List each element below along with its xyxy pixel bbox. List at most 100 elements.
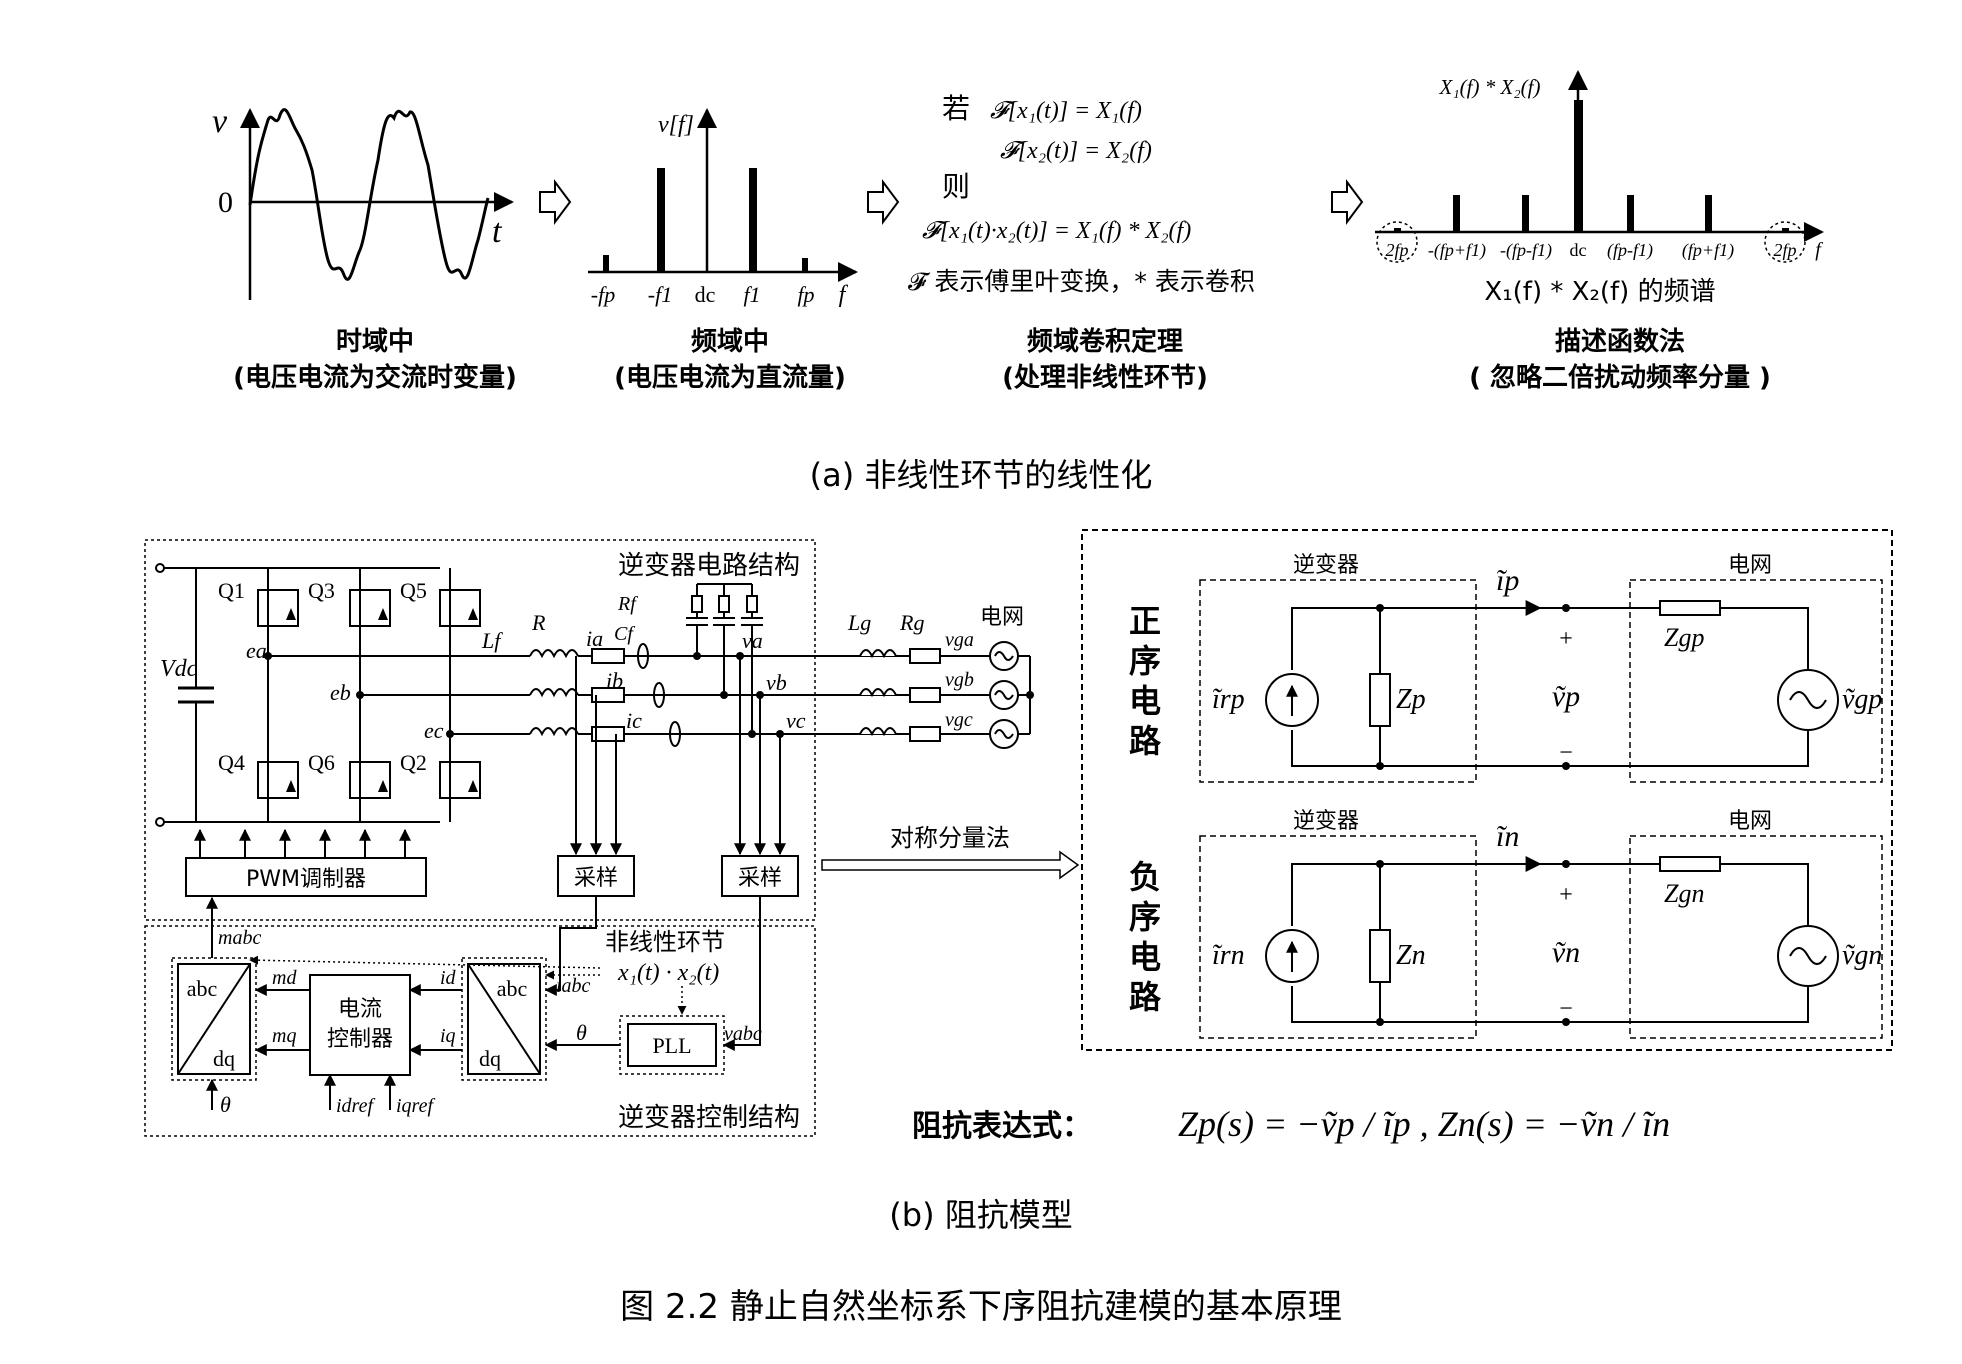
bar-neg-2fp <box>1394 228 1401 232</box>
dq-label-left: dq <box>213 1046 235 1071</box>
tick-fp-plus-f1: (fp+f1) <box>1682 240 1734 261</box>
spectrum-product-label: X₁(f) * X₂(f) <box>1439 75 1541 99</box>
vgb-label: vgb <box>945 669 974 691</box>
negative-label-3: 电 <box>1129 938 1161 976</box>
dc-link <box>155 563 440 827</box>
switch-q4: Q4 <box>218 750 245 775</box>
time-domain-title: 时域中 <box>336 327 414 357</box>
positive-circuit <box>1265 600 1839 767</box>
dq-label-right: dq <box>479 1046 501 1071</box>
figure-caption: 图 2.2 静止自然坐标系下序阻抗建模的基本原理 <box>620 1287 1342 1327</box>
tick-fp-minus-f1: (fp-f1) <box>1607 240 1653 261</box>
positive-label-4: 路 <box>1129 722 1162 760</box>
pos-minus: − <box>1559 740 1573 766</box>
neg-grid-impedance-label: Zgn <box>1664 879 1704 908</box>
freq-domain-subtitle: (电压电流为直流量) <box>614 363 846 393</box>
tick-f: f <box>839 282 849 308</box>
conv-title: 频域卷积定理 <box>1027 326 1183 357</box>
cf-label: Cf <box>614 623 635 645</box>
bar-neg-f1 <box>657 168 665 272</box>
iqref-label: iqref <box>396 1095 435 1117</box>
neg-voltage-label: ṽn <box>1552 936 1580 969</box>
pos-grid-impedance-label: Zgp <box>1664 623 1704 652</box>
v-axis-label: v <box>212 103 228 140</box>
neg-current-label: ĩn <box>1496 820 1519 853</box>
bar-neg-fp <box>603 255 609 272</box>
negative-circuit <box>1265 856 1839 1023</box>
tick-f-2: f <box>1815 239 1823 261</box>
neg-inverter-label: 逆变器 <box>1293 809 1359 834</box>
positive-label-2: 序 <box>1129 642 1161 680</box>
describe-subtitle: ( 忽略二倍扰动频率分量 ) <box>1469 362 1771 393</box>
wire-junctions <box>264 652 1034 738</box>
switch-q6: Q6 <box>308 750 335 775</box>
pos-source-label: ĩrp <box>1212 684 1245 715</box>
hollow-arrow-1 <box>539 179 572 225</box>
distorted-waveform <box>248 108 490 281</box>
sampler-2-label: 采样 <box>738 866 782 891</box>
pll-label: PLL <box>652 1033 691 1058</box>
ec-label: ec <box>424 718 444 743</box>
rg-label: Rg <box>899 610 924 635</box>
negative-label-4: 路 <box>1129 978 1162 1016</box>
neg-inverter-box <box>1199 835 1477 1039</box>
pos-grid-box <box>1629 579 1883 783</box>
spectrum-caption: X₁(f) * X₂(f) 的频谱 <box>1484 277 1715 307</box>
ib-label: ib <box>606 668 623 693</box>
bar-fp-minus-f1 <box>1627 195 1634 232</box>
impedance-expression-label: 阻抗表达式： <box>912 1109 1092 1144</box>
bar-neg-fp-minus-f1 <box>1522 195 1529 232</box>
lg-label: Lg <box>847 610 871 635</box>
convolution-theorem: 若 𝓕[x₁(t)] = X₁(f) 𝓕[x₂(t)] = X₂(f) 则 𝓕[… <box>908 92 1255 296</box>
zero-label: 0 <box>218 186 233 219</box>
va-label: va <box>742 628 763 653</box>
abc-label-left: abc <box>187 976 218 1001</box>
ic-label: ic <box>626 708 642 733</box>
r-label: R <box>531 610 546 635</box>
neg-junctions <box>1376 860 1570 1026</box>
md-label: md <box>272 967 297 989</box>
pos-grid-label: 电网 <box>1728 553 1772 578</box>
equation-1: 𝓕[x₁(t)] = X₁(f) <box>990 98 1142 124</box>
sampler-1-label: 采样 <box>574 866 618 891</box>
describing-function-spectrum: X₁(f) * X₂(f) 2fp -(fp+f1) -(fp-f1) dc (… <box>1375 70 1824 307</box>
vga-label: vga <box>945 629 974 651</box>
current-controller-line1: 电流 <box>338 997 382 1022</box>
lf-label: Lf <box>481 628 503 653</box>
theta-label-left: θ <box>220 1092 231 1117</box>
pwm-label: PWM调制器 <box>246 867 366 892</box>
nonlinear-label: 非线性环节 <box>605 928 725 956</box>
equation-2: 𝓕[x₂(t)] = X₂(f) <box>1000 138 1152 164</box>
control-blocks <box>171 896 761 1110</box>
iabc-label: iabc <box>556 975 591 997</box>
idref-label: idref <box>336 1095 375 1117</box>
tick-neg-f1: -f1 <box>648 282 672 307</box>
inverter-control-label: 逆变器控制结构 <box>618 1103 800 1133</box>
pos-inverter-label: 逆变器 <box>1293 553 1359 578</box>
if-label: 若 <box>942 92 970 125</box>
switch-q5: Q5 <box>400 578 427 603</box>
conv-subtitle: (处理非线性环节) <box>1002 363 1208 393</box>
tick-neg-2fp: 2fp <box>1385 240 1408 260</box>
switch-legs <box>257 568 520 822</box>
pos-junctions <box>1376 604 1570 770</box>
pos-grid-voltage-label: ṽgp <box>1842 684 1882 715</box>
freq-domain-title: 频域中 <box>691 327 769 357</box>
eb-label: eb <box>330 680 351 705</box>
tick-dc-2: dc <box>1570 240 1587 260</box>
rf-label: Rf <box>617 593 638 615</box>
mq-label: mq <box>272 1025 296 1047</box>
neg-grid-voltage-label: ṽgn <box>1842 940 1882 971</box>
switch-diodes <box>286 608 478 792</box>
vb-label: vb <box>766 670 787 695</box>
pos-plus: + <box>1559 626 1573 652</box>
bar-fp-plus-f1 <box>1705 195 1712 232</box>
bar-fp <box>802 258 808 272</box>
symmetric-component-label: 对称分量法 <box>890 824 1010 852</box>
hollow-arrow-3 <box>1331 179 1364 225</box>
negative-label-1: 负 <box>1129 858 1161 896</box>
tick-f1: f1 <box>743 282 760 307</box>
pos-impedance-label: Zp <box>1396 684 1426 715</box>
time-domain-plot: v 0 t <box>212 103 514 300</box>
